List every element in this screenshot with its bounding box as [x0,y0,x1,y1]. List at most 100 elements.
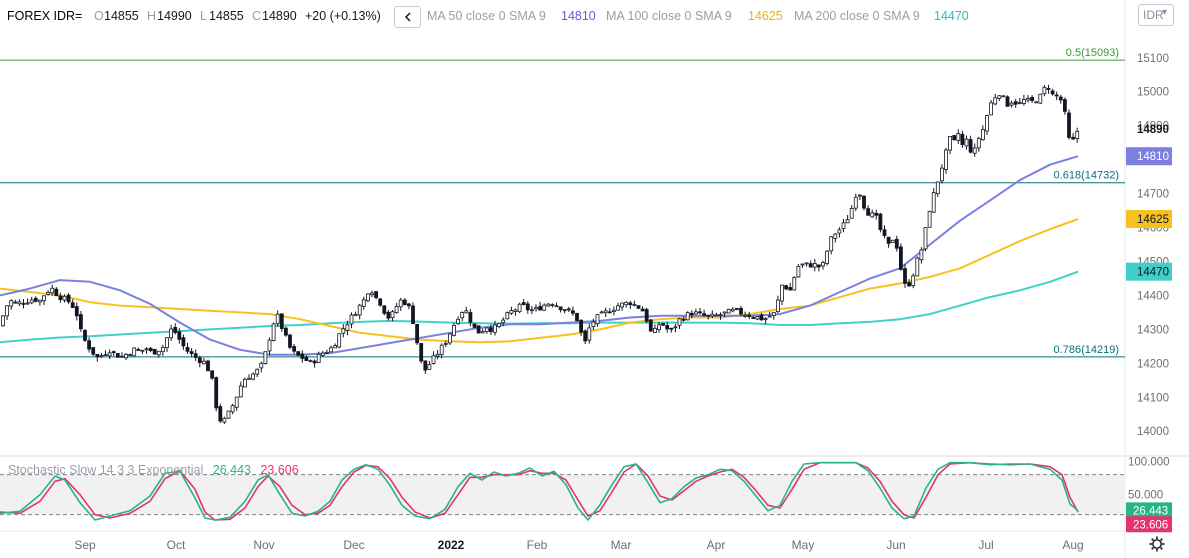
candle-down [419,343,424,362]
candle-up [484,327,489,332]
candle-down [173,327,178,333]
candle-up [985,115,989,132]
currency-selector-button[interactable]: IDR ▾ [1138,4,1174,26]
candle-up [829,236,834,252]
candle-down [1005,96,1010,107]
candle-up [993,97,998,105]
ma200-label: MA 200 close 0 SMA 9 [794,9,920,23]
chart-header: FOREX IDR= O 14855 H 14990 L 14855 C 148… [0,0,1189,34]
candle-up [825,250,829,264]
candle-down [878,213,883,230]
candle-up [923,227,928,250]
candle-down [817,264,821,268]
candle-up [730,308,735,312]
candle-up [165,337,169,349]
candle-up [128,354,133,357]
candle-up [435,353,440,357]
candle-down [1013,101,1018,105]
candle-down [648,319,653,332]
high-value: 14990 [157,9,192,23]
candle-up [919,249,924,261]
candle-up [780,284,784,302]
candle-down [636,305,641,309]
close-value: 14890 [262,9,297,23]
candle-up [242,378,247,388]
candle-up [1001,95,1006,98]
candle-up [160,346,165,353]
candle-up [1026,97,1030,101]
ma100-price-tag-label: 14625 [1137,214,1169,226]
candle-down [525,303,530,311]
candle-down [136,349,141,351]
candle-up [722,311,727,314]
candle-up [657,324,661,331]
candle-up [390,311,395,318]
candle-down [33,297,38,302]
open-label: O [94,9,104,23]
candle-up [632,303,637,306]
candle-up [337,333,342,348]
candle-down [1063,99,1067,112]
candle-up [845,219,850,224]
candle-down [386,311,391,319]
candle-up [357,304,362,316]
ma200-value: 14470 [934,9,969,23]
candle-up [767,315,772,318]
stochastic-k-line [0,461,1079,521]
candle-up [603,310,608,314]
x-tick-label: Aug [1062,538,1083,552]
candle-up [833,233,838,239]
candle-up [796,265,801,278]
x-tick-label: Mar [611,538,632,552]
candle-up [956,133,961,141]
candle-down [115,353,120,358]
price-tick-label: 14900 [1137,121,1169,133]
symbol-label: FOREX IDR= [7,9,83,23]
candle-up [1034,101,1039,104]
candle-up [29,299,34,304]
candle-down [279,313,284,329]
candle-up [370,292,374,296]
candle-down [120,355,124,358]
candle-down [575,312,579,322]
candle-up [501,319,506,324]
settings-gear-icon[interactable] [1148,535,1166,553]
price-tick-label: 14300 [1137,324,1169,336]
x-tick-label: Dec [343,538,364,552]
fib-label-2: 0.786(14219) [1054,344,1119,356]
candle-down [300,353,305,359]
candle-down [152,348,157,355]
ma50-line [0,155,1079,356]
candle-up [964,138,969,147]
ma100-value: 14625 [748,9,783,23]
candle-up [222,417,227,423]
candle-up [550,304,555,306]
x-tick-label: Nov [253,538,274,552]
stochastic-k-value: 26.443 [212,463,251,477]
candle-down [95,354,100,358]
ma200-price-tag [1126,262,1172,281]
collapse-legend-button[interactable] [394,6,421,28]
candle-down [866,208,870,216]
candle-down [960,133,965,145]
candle-down [689,312,694,316]
candle-down [1071,136,1075,140]
candle-down [468,312,473,323]
candle-up [140,349,145,352]
candle-down [681,318,686,321]
candle-down [665,325,670,330]
candle-up [743,314,747,317]
candle-down [70,302,75,308]
candle-down [894,238,899,249]
candle-down [882,229,887,236]
candle-up [1017,102,1022,104]
candle-up [324,351,329,354]
stochastic-legend: Stochastic Slow 14 3 3 Exponential 26.44… [8,463,299,477]
candle-down [312,360,317,364]
candle-down [382,305,387,314]
candle-up [530,309,534,312]
candle-up [251,373,256,380]
candle-down [74,306,79,317]
candle-up [1022,98,1026,104]
candle-down [759,314,764,321]
